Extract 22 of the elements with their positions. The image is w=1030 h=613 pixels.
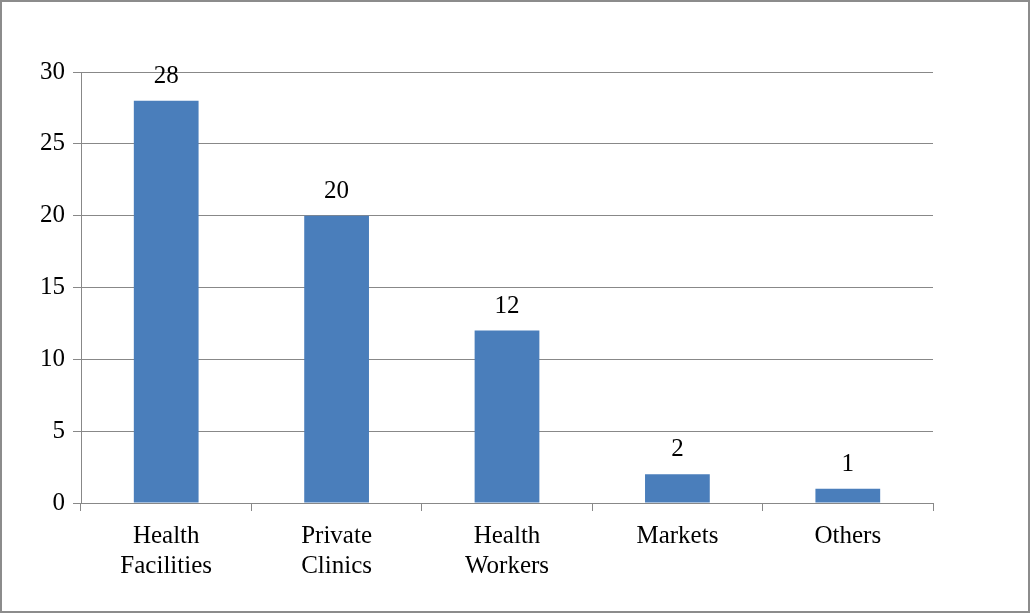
x-tick-label: Health Facilities (120, 520, 213, 578)
x-tick-label: Private Clinics (301, 520, 373, 578)
x-tick-label: Health Workers (464, 520, 550, 578)
x-tick-label: Markets (636, 520, 719, 548)
y-tick-label: 20 (40, 200, 65, 228)
bar (474, 330, 540, 503)
y-tick-label: 30 (40, 56, 65, 84)
data-label: 12 (494, 290, 520, 318)
y-tick-label: 10 (40, 343, 65, 371)
data-label: 20 (324, 175, 350, 203)
data-label: 28 (153, 60, 179, 88)
y-tick-label: 25 (40, 128, 65, 156)
bar (645, 474, 710, 503)
y-tick-label: 15 (40, 272, 65, 300)
x-tick-label: Others (814, 520, 882, 548)
y-tick-label: 5 (52, 415, 65, 443)
bar (304, 215, 369, 503)
y-tick-label: 0 (52, 487, 65, 515)
data-label: 2 (671, 434, 684, 462)
bar (133, 100, 199, 503)
data-label: 1 (841, 448, 855, 476)
bar (815, 488, 881, 503)
